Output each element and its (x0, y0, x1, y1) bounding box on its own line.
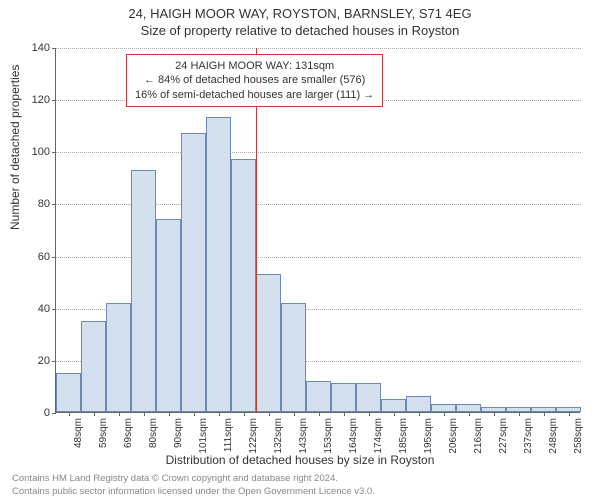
chart-area: 02040608010012014048sqm59sqm69sqm80sqm90… (55, 48, 580, 413)
xtick-mark (344, 412, 345, 416)
histogram-bar (256, 274, 281, 412)
annotation-line-1: 24 HAIGH MOOR WAY: 131sqm (135, 59, 374, 73)
histogram-bar (406, 396, 431, 412)
gridline (56, 152, 581, 153)
xtick-mark (319, 412, 320, 416)
page-subtitle: Size of property relative to detached ho… (0, 21, 600, 38)
xtick-label: 195sqm (423, 418, 434, 454)
histogram-bar (56, 373, 81, 412)
xtick-mark (94, 412, 95, 416)
xtick-label: 111sqm (223, 418, 234, 452)
ytick-label: 100 (20, 146, 50, 158)
ytick-label: 60 (20, 251, 50, 263)
ytick-label: 140 (20, 42, 50, 54)
histogram-bar (131, 170, 156, 412)
xtick-label: 174sqm (373, 418, 384, 454)
xtick-mark (294, 412, 295, 416)
histogram-bar (356, 383, 381, 412)
histogram-bar (206, 117, 231, 412)
ytick-label: 20 (20, 355, 50, 367)
xtick-mark (369, 412, 370, 416)
xtick-label: 143sqm (298, 418, 309, 454)
histogram-bar (331, 383, 356, 412)
xtick-mark (194, 412, 195, 416)
xtick-mark (269, 412, 270, 416)
ytick-mark (52, 204, 56, 205)
ytick-label: 120 (20, 94, 50, 106)
xtick-label: 227sqm (498, 418, 509, 454)
annotation-line-3: 16% of semi-detached houses are larger (… (135, 88, 374, 102)
histogram-bar (281, 303, 306, 413)
xtick-mark (69, 412, 70, 416)
xtick-mark (519, 412, 520, 416)
xtick-label: 132sqm (273, 418, 284, 454)
xtick-label: 69sqm (123, 418, 134, 448)
ytick-mark (52, 257, 56, 258)
ytick-mark (52, 361, 56, 362)
xtick-mark (569, 412, 570, 416)
xtick-mark (244, 412, 245, 416)
xtick-mark (469, 412, 470, 416)
ytick-mark (52, 100, 56, 101)
histogram-bar (456, 404, 481, 412)
footer-line-2: Contains public sector information licen… (12, 486, 375, 498)
xtick-mark (544, 412, 545, 416)
xtick-mark (394, 412, 395, 416)
xtick-label: 216sqm (473, 418, 484, 454)
xtick-label: 101sqm (198, 418, 209, 454)
xtick-label: 164sqm (348, 418, 359, 454)
footer-line-1: Contains HM Land Registry data © Crown c… (12, 473, 375, 485)
x-axis-label: Distribution of detached houses by size … (0, 453, 600, 467)
xtick-mark (444, 412, 445, 416)
xtick-label: 237sqm (523, 418, 534, 454)
xtick-label: 206sqm (448, 418, 459, 454)
xtick-label: 80sqm (148, 418, 159, 448)
ytick-mark (52, 48, 56, 49)
xtick-mark (144, 412, 145, 416)
histogram-bar (231, 159, 256, 412)
ytick-mark (52, 152, 56, 153)
footer-attribution: Contains HM Land Registry data © Crown c… (12, 473, 375, 498)
xtick-label: 258sqm (573, 418, 584, 454)
xtick-label: 59sqm (98, 418, 109, 448)
ytick-mark (52, 309, 56, 310)
histogram-bar (381, 399, 406, 412)
histogram-bar (431, 404, 456, 412)
histogram-bar (156, 219, 181, 412)
annotation-box: 24 HAIGH MOOR WAY: 131sqm← 84% of detach… (126, 54, 383, 107)
ytick-label: 80 (20, 198, 50, 210)
xtick-mark (169, 412, 170, 416)
chart-container: 24, HAIGH MOOR WAY, ROYSTON, BARNSLEY, S… (0, 0, 600, 500)
histogram-bar (81, 321, 106, 412)
xtick-label: 122sqm (248, 418, 259, 454)
histogram-bar (306, 381, 331, 412)
histogram-bar (181, 133, 206, 412)
annotation-line-2: ← 84% of detached houses are smaller (57… (135, 73, 374, 87)
xtick-mark (494, 412, 495, 416)
xtick-mark (119, 412, 120, 416)
plot-region: 02040608010012014048sqm59sqm69sqm80sqm90… (55, 48, 580, 413)
gridline (56, 48, 581, 49)
xtick-label: 48sqm (73, 418, 84, 448)
ytick-mark (52, 413, 56, 414)
xtick-label: 90sqm (173, 418, 184, 448)
ytick-label: 40 (20, 303, 50, 315)
xtick-label: 248sqm (548, 418, 559, 454)
xtick-label: 153sqm (323, 418, 334, 454)
histogram-bar (106, 303, 131, 413)
page-title-address: 24, HAIGH MOOR WAY, ROYSTON, BARNSLEY, S… (0, 0, 600, 21)
ytick-label: 0 (20, 407, 50, 419)
xtick-mark (219, 412, 220, 416)
xtick-mark (419, 412, 420, 416)
xtick-label: 185sqm (398, 418, 409, 454)
